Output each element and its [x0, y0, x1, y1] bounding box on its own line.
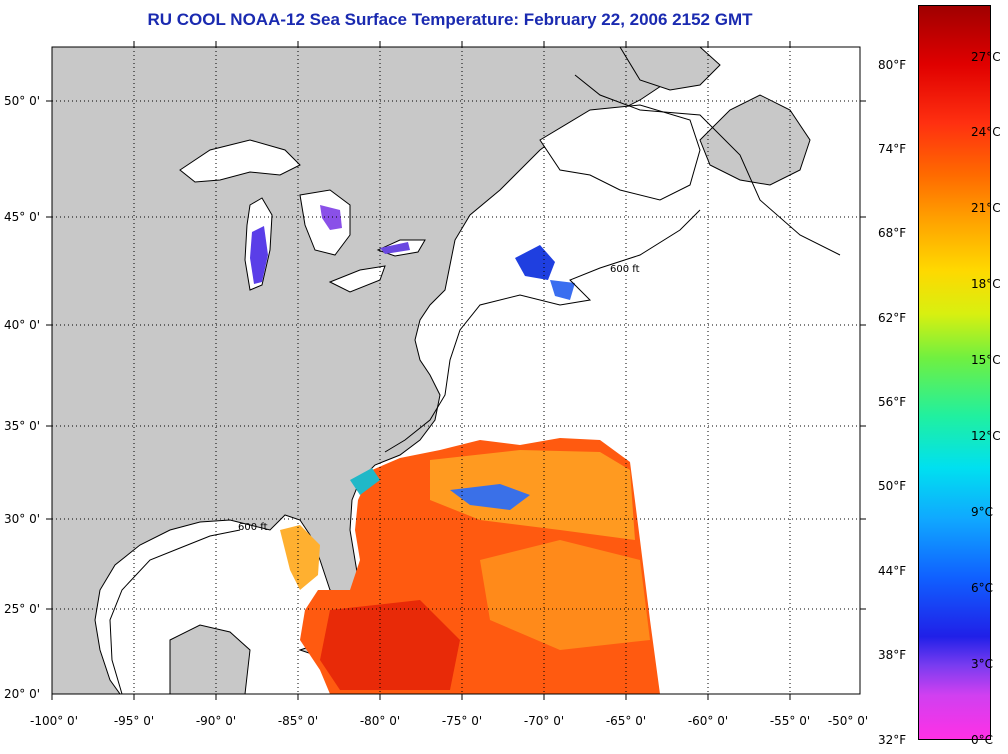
lon-label-90: -90° 0' [195, 714, 237, 728]
colorbar-c-label: 21°C [971, 201, 1001, 215]
land-newfoundland [699, 94, 811, 186]
contour-label-gulf: 600 ft [238, 522, 268, 533]
lat-label-40: 40° 0' [4, 318, 41, 332]
colorbar-c-label: 12°C [971, 429, 1001, 443]
lon-label-60: -60° 0' [687, 714, 729, 728]
lat-label-20: 20° 0' [4, 687, 41, 701]
graticule [52, 47, 860, 694]
colorbar [918, 5, 991, 740]
sst-bahamas-red [320, 600, 460, 690]
lon-label-80: -80° 0' [359, 714, 401, 728]
colorbar-c-label: 9°C [971, 505, 994, 519]
sst-orange-band [430, 450, 635, 540]
colorbar-c-label: 6°C [971, 581, 994, 595]
sst-orange-open [480, 540, 650, 650]
sst-lake-huron [320, 205, 342, 230]
colorbar-f-label: 80°F [878, 58, 907, 72]
sst-lake-michigan [250, 226, 268, 284]
colorbar-c-label: 24°C [971, 125, 1001, 139]
colorbar-f-label: 32°F [878, 733, 907, 747]
lon-label-55: -55° 0' [769, 714, 811, 728]
isobath-600ft [109, 74, 841, 695]
sst-cool-eddy [450, 484, 530, 510]
sst-gulf-of-maine [515, 245, 555, 280]
colorbar-f-label: 50°F [878, 479, 907, 493]
colorbar-c-label: 18°C [971, 277, 1001, 291]
lon-label-95: -95° 0' [113, 714, 155, 728]
colorbar-f-label: 68°F [878, 226, 907, 240]
sst-florida-gulf [280, 525, 320, 590]
colorbar-c-label: 27°C [971, 50, 1001, 64]
lon-label-75: -75° 0' [441, 714, 483, 728]
colorbar-f-label: 74°F [878, 142, 907, 156]
lat-label-30: 30° 0' [4, 512, 41, 526]
colorbar-c-label: 3°C [971, 657, 994, 671]
map-title: RU COOL NOAA-12 Sea Surface Temperature:… [147, 10, 753, 29]
colorbar-c-label: 0°C [971, 733, 994, 747]
lat-label-45: 45° 0' [4, 210, 41, 224]
contour-label-atlantic: 600 ft [610, 264, 640, 275]
lat-label-25: 25° 0' [4, 602, 41, 616]
lat-label-50: 50° 0' [4, 94, 41, 108]
sst-lake-ontario [380, 242, 410, 254]
lat-label-35: 35° 0' [4, 419, 41, 433]
sst-georges-bank [550, 280, 575, 300]
gulf-st-lawrence [539, 104, 701, 201]
lake-erie [328, 265, 386, 293]
colorbar-f-label: 56°F [878, 395, 907, 409]
colorbar-c-label: 15°C [971, 353, 1001, 367]
colorbar-f-label: 44°F [878, 564, 907, 578]
axis-ticks [46, 41, 866, 700]
lon-label-65: -65° 0' [605, 714, 647, 728]
lon-label-50: -50° 0' [827, 714, 869, 728]
map-frame [51, 46, 861, 695]
colorbar-f-label: 62°F [878, 311, 907, 325]
lake-superior [179, 139, 301, 183]
colorbar-f-label: 38°F [878, 648, 907, 662]
lon-label-85: -85° 0' [277, 714, 319, 728]
lon-label-100: -100° 0' [30, 714, 78, 728]
lon-label-70: -70° 0' [523, 714, 565, 728]
sst-coastal-teal [350, 468, 380, 495]
